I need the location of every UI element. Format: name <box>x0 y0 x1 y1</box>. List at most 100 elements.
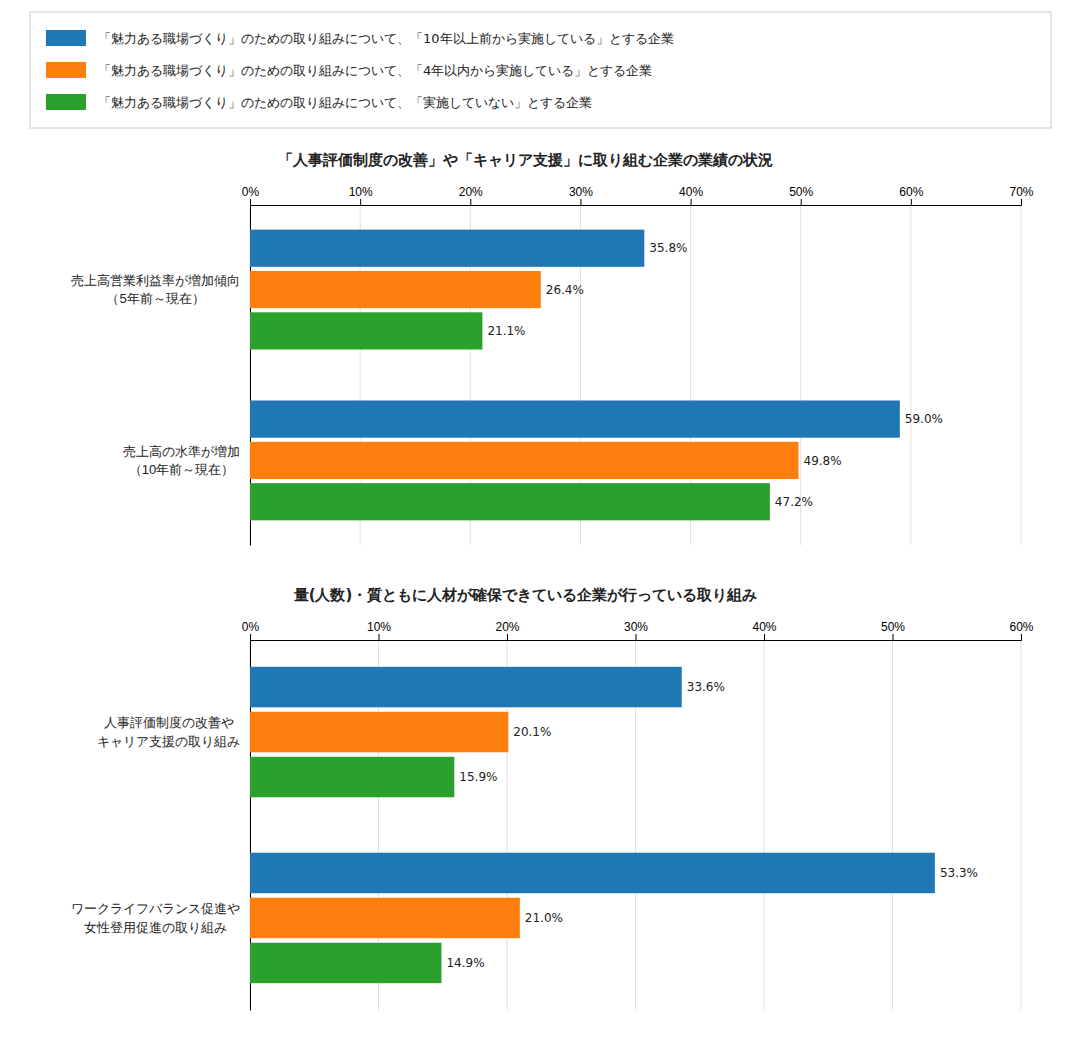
tick-label: 0% <box>242 620 260 634</box>
tick: 売上高の水準が増加（10年前～現在） <box>123 444 250 477</box>
tick-mark <box>893 634 894 640</box>
tick: 40% <box>679 185 703 205</box>
data-label: 15.9% <box>459 770 497 784</box>
tick: 人事評価制度の改善やキャリア支援の取り組み <box>97 715 250 748</box>
legend-label: 「魅力ある職場づくり」のための取り組みについて、「4年以内から実施している」とす… <box>98 63 652 78</box>
grid-line <box>892 640 893 1010</box>
tick: 10% <box>367 620 391 640</box>
bar <box>250 483 770 520</box>
tick: 0% <box>242 185 260 205</box>
grid-line <box>1021 640 1022 1010</box>
data-label: 21.0% <box>525 911 563 925</box>
tick-mark <box>360 199 361 205</box>
tick-mark <box>691 199 692 205</box>
chart: 量(人数)・質ともに人材が確保できている企業が行っている取り組み 0% 10% 20%… <box>71 586 1034 1011</box>
y-axis: 人事評価制度の改善やキャリア支援の取り組みワークライフバランス促進や女性登用促進… <box>71 641 251 1011</box>
bar <box>250 898 520 938</box>
legend-label: 「魅力ある職場づくり」のための取り組みについて、「10年以上前から実施している」… <box>98 31 674 46</box>
tick: ワークライフバランス促進や女性登用促進の取り組み <box>71 901 250 934</box>
data-label: 26.4% <box>546 283 584 297</box>
y-axis: 売上高営業利益率が増加傾向（5年前～現在） 売上高の水準が増加（10年前～現在） <box>71 206 251 546</box>
tick-label: 60% <box>1009 620 1033 634</box>
grid-line <box>764 640 765 1010</box>
category-label: ワークライフバランス促進や女性登用促進の取り組み <box>71 901 240 934</box>
bar <box>250 757 454 797</box>
category-label: 人事評価制度の改善やキャリア支援の取り組み <box>97 715 240 748</box>
axis-line <box>251 634 1022 641</box>
legend-swatch <box>46 62 86 78</box>
bars <box>250 667 935 983</box>
tick-mark <box>764 634 765 640</box>
legend-frame <box>30 12 1051 128</box>
legend-swatch <box>46 30 86 46</box>
tick: 20% <box>495 620 519 640</box>
tick-label: 30% <box>569 185 593 199</box>
chart-title: 「人事評価制度の改善」や「キャリア支援」に取り組む企業の業績の状況 <box>278 151 773 169</box>
tick-label: 40% <box>752 620 776 634</box>
data-label: 53.3% <box>940 866 978 880</box>
tick-label: 0% <box>242 185 260 199</box>
data-label: 35.8% <box>649 241 687 255</box>
category-label: 売上高営業利益率が増加傾向（5年前～現在） <box>71 273 240 306</box>
grid-line <box>910 205 911 545</box>
tick-label: 50% <box>789 185 813 199</box>
tick-mark <box>911 199 912 205</box>
legend-swatch <box>46 94 86 110</box>
bar <box>250 271 541 308</box>
legend: 「魅力ある職場づくり」のための取り組みについて、「10年以上前から実施している」… <box>30 12 1051 128</box>
tick: 売上高営業利益率が増加傾向（5年前～現在） <box>71 273 250 306</box>
chart-title: 量(人数)・質ともに人材が確保できている企業が行っている取り組み <box>293 586 758 604</box>
tick: 60% <box>1009 620 1033 640</box>
tick: 70% <box>1009 185 1033 205</box>
tick-mark <box>801 199 802 205</box>
grid <box>250 205 1021 545</box>
tick-label: 10% <box>349 185 373 199</box>
tick-mark <box>1021 199 1022 205</box>
tick: 50% <box>789 185 813 205</box>
data-label: 47.2% <box>775 495 813 509</box>
tick-label: 10% <box>367 620 391 634</box>
tick-label: 20% <box>459 185 483 199</box>
tick-label: 20% <box>495 620 519 634</box>
bar <box>250 712 508 752</box>
bar <box>250 943 441 983</box>
data-label: 59.0% <box>905 412 943 426</box>
bar <box>250 667 682 707</box>
data-label: 49.8% <box>804 454 842 468</box>
x-axis: 0% 10% 20% 30% 40% 50% 60% <box>242 620 1034 641</box>
data-labels: 33.6% 53.3% 20.1% 21.0% 15.9% 14.9% <box>446 680 978 970</box>
tick-label: 30% <box>624 620 648 634</box>
bar <box>250 400 900 437</box>
bar <box>250 312 482 349</box>
tick-mark <box>580 199 581 205</box>
tick-label: 40% <box>679 185 703 199</box>
grid <box>250 640 1021 1010</box>
data-label: 21.1% <box>487 324 525 338</box>
bar <box>250 853 935 893</box>
category-label: 売上高の水準が増加（10年前～現在） <box>123 444 240 477</box>
tick: 40% <box>752 620 776 640</box>
tick-mark <box>507 634 508 640</box>
data-label: 20.1% <box>513 725 551 739</box>
tick: 30% <box>624 620 648 640</box>
tick-label: 70% <box>1009 185 1033 199</box>
tick: 20% <box>459 185 483 205</box>
tick-label: 60% <box>899 185 923 199</box>
tick-label: 50% <box>881 620 905 634</box>
data-label: 14.9% <box>446 956 484 970</box>
tick: 60% <box>899 185 923 205</box>
tick: 30% <box>569 185 593 205</box>
bars <box>250 230 900 521</box>
axis-line <box>251 199 1022 206</box>
grid-line <box>1021 205 1022 545</box>
tick-mark <box>1021 634 1022 640</box>
data-label: 33.6% <box>687 680 725 694</box>
tick: 10% <box>349 185 373 205</box>
tick-mark <box>250 199 251 205</box>
bar <box>250 230 644 267</box>
tick: 50% <box>881 620 905 640</box>
legend-label: 「魅力ある職場づくり」のための取り組みについて、「実施していない」とする企業 <box>98 95 592 110</box>
tick-mark <box>470 199 471 205</box>
tick-mark <box>379 634 380 640</box>
tick-mark <box>636 634 637 640</box>
